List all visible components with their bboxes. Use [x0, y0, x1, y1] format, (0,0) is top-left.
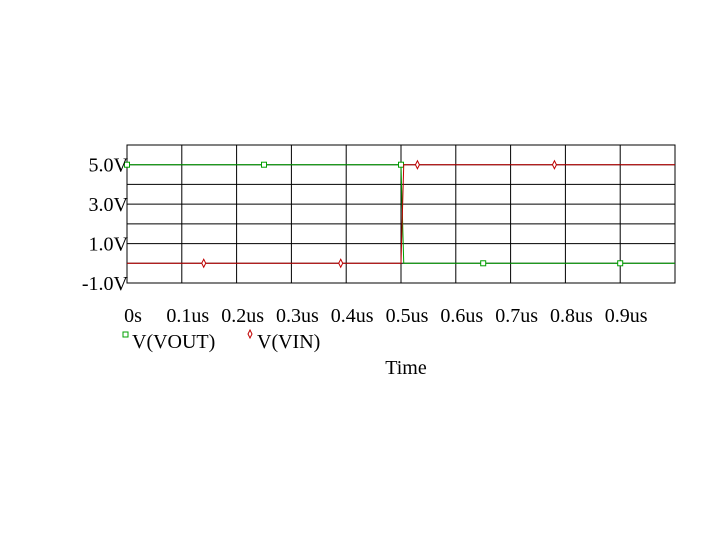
- series-marker-1: [201, 258, 207, 269]
- x-tick-label: 0.4us: [331, 305, 374, 327]
- x-tick-label: 0.2us: [221, 305, 264, 327]
- x-tick-label: 0.8us: [550, 305, 593, 327]
- legend-marker-1: [247, 328, 253, 340]
- x-axis-ticks: 0s 0.1us 0.2us 0.3us 0.4us 0.5us 0.6us 0.7us 0.8…: [124, 305, 648, 327]
- y-tick-label: 5.0V: [89, 155, 129, 177]
- series-line-1: [127, 164, 675, 264]
- x-tick-label: 0.3us: [276, 305, 319, 327]
- series-marker-1: [414, 159, 420, 170]
- series-marker-0: [124, 161, 130, 168]
- legend-label-0: V(VOUT): [132, 331, 215, 353]
- y-tick-label: -1.0V: [82, 273, 129, 295]
- x-tick-label: 0s: [124, 305, 142, 327]
- series-marker-1: [551, 159, 557, 170]
- series-marker-0: [480, 260, 487, 267]
- legend-marker-0: [122, 331, 129, 338]
- series-layer: [124, 159, 675, 269]
- legend: V(VOUT) V(VIN): [122, 328, 320, 353]
- y-tick-label: 3.0V: [89, 194, 129, 216]
- x-tick-label: 0.1us: [166, 305, 209, 327]
- x-axis-label: Time: [385, 357, 427, 379]
- x-tick-label: 0.7us: [495, 305, 538, 327]
- x-tick-label: 0.6us: [440, 305, 483, 327]
- y-tick-label: 1.0V: [89, 234, 129, 256]
- legend-label-1: V(VIN): [257, 331, 320, 353]
- series-marker-0: [398, 161, 404, 168]
- x-tick-label: 0.5us: [386, 305, 429, 327]
- y-axis-ticks: 5.0V 3.0V 1.0V -1.0V: [82, 155, 129, 295]
- x-tick-label: 0.9us: [605, 305, 648, 327]
- series-marker-0: [261, 161, 267, 168]
- series-marker-1: [338, 258, 344, 269]
- series-marker-0: [617, 260, 624, 267]
